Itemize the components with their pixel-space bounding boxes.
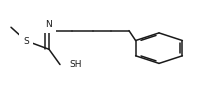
- Text: SH: SH: [69, 59, 82, 68]
- Text: S: S: [23, 36, 29, 45]
- Text: N: N: [45, 20, 51, 29]
